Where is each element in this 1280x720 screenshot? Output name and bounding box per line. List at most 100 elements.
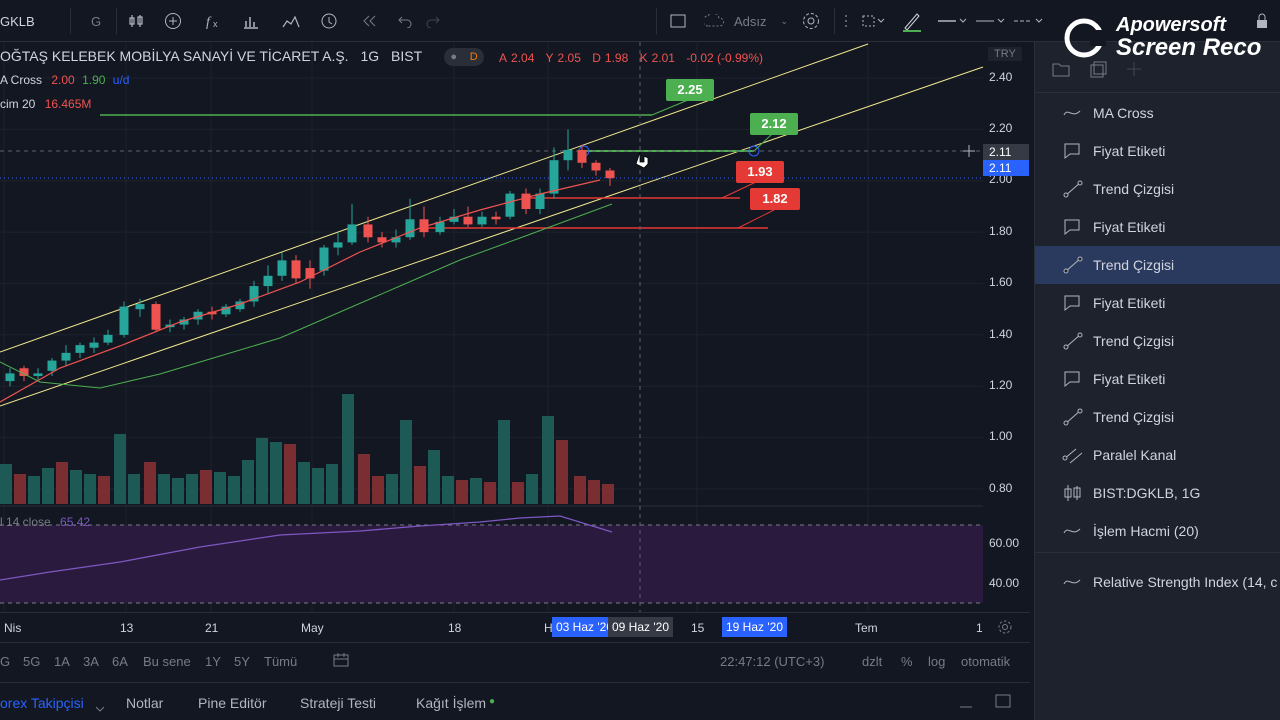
layout-name-button[interactable]: Adsız ⌄ <box>704 8 790 34</box>
symbol-search[interactable]: GKLB <box>0 13 35 29</box>
price-label-callout[interactable]: 2.25 <box>666 79 714 101</box>
brush-tool-icon[interactable] <box>898 8 926 34</box>
alert-icon[interactable] <box>318 8 340 34</box>
line-width-icon[interactable] <box>974 8 1006 34</box>
range-button[interactable]: Bu sene <box>143 654 191 669</box>
range-button[interactable]: 3A <box>83 654 99 669</box>
price-label-callout[interactable]: 1.93 <box>736 161 784 183</box>
maximize-icon[interactable] <box>994 693 1012 712</box>
candle-body <box>61 352 71 361</box>
line-style-icon[interactable] <box>936 8 968 34</box>
price-tick: 2.20 <box>989 121 1013 135</box>
volume-bar <box>342 394 354 504</box>
tab-pine-editor[interactable]: Pine Editör <box>198 695 267 711</box>
adjust-toggle[interactable]: dzlt <box>862 654 883 669</box>
date-range-bar: G 5G 1A 3A 6A Bu sene 1Y 5Y Tümü 22:47:1… <box>0 642 1030 678</box>
volume-bar <box>270 442 282 504</box>
rsi-name: l 14 close <box>0 515 51 529</box>
compare-icon[interactable] <box>162 8 184 34</box>
channel-lower-line <box>0 66 984 407</box>
price-axis[interactable]: 2.40 2.20 2.00 1.80 1.60 1.40 1.20 1.00 … <box>983 42 1030 612</box>
object-tree-item[interactable]: Fiyat Etiketi <box>1035 360 1280 398</box>
log-toggle[interactable]: log <box>928 654 946 669</box>
lock-icon[interactable] <box>1252 8 1272 34</box>
templates-icon[interactable] <box>280 8 302 34</box>
object-tree-item[interactable]: İşlem Hacmi (20) <box>1035 512 1280 550</box>
volume-bar <box>400 420 412 504</box>
percent-toggle[interactable]: % <box>901 654 913 669</box>
open-value: 2.04 <box>511 51 535 65</box>
tab-strategy-tester[interactable]: Strateji Testi <box>300 695 376 711</box>
clock-time[interactable]: 22:47:12 (UTC+3) <box>720 654 825 669</box>
range-button[interactable]: 5Y <box>234 654 250 669</box>
legend-exchange: BIST <box>391 48 423 64</box>
volume-name: cim 20 <box>0 97 36 111</box>
candle-body <box>19 368 29 376</box>
range-button[interactable]: 6A <box>112 654 128 669</box>
drawing-time-marker: 19 Haz '20 <box>722 617 787 637</box>
object-tree-item[interactable]: Fiyat Etiketi <box>1035 208 1280 246</box>
line-dash-icon[interactable] <box>1012 8 1044 34</box>
undo-icon[interactable] <box>396 8 414 34</box>
auto-toggle[interactable]: otomatik <box>961 654 1011 669</box>
tab-paper-trading[interactable]: Kağıt İşlem <box>416 695 487 711</box>
price-tick: 1.40 <box>989 327 1013 341</box>
minimize-icon[interactable] <box>958 693 974 712</box>
settings-gear-icon[interactable] <box>800 8 822 34</box>
range-button[interactable]: Tümü <box>264 654 298 669</box>
range-button[interactable]: 5G <box>23 654 41 669</box>
bar-style-icon[interactable] <box>126 8 146 34</box>
tab-notes[interactable]: Notlar <box>126 695 164 711</box>
fullscreen-icon[interactable] <box>668 8 688 34</box>
object-tree-item-label: BIST:DGKLB, 1G <box>1093 485 1201 501</box>
cursor-select-icon[interactable] <box>860 8 888 34</box>
market-status-badge[interactable]: ● D <box>444 48 484 66</box>
candle-body <box>333 242 343 248</box>
replay-icon[interactable] <box>360 8 378 34</box>
object-tree-item[interactable]: Trend Çizgisi <box>1035 170 1280 208</box>
time-axis[interactable]: Nis 13 21 May 18 H 15 Tem 1 03 Haz '20 0… <box>0 612 1030 642</box>
object-tree-item[interactable]: Relative Strength Index (14, c <box>1035 563 1280 601</box>
candle-body <box>521 193 531 210</box>
object-tree-item[interactable]: BIST:DGKLB, 1G <box>1035 474 1280 512</box>
hand-cursor-icon <box>635 151 649 169</box>
interval-button[interactable]: G <box>90 13 102 29</box>
range-button[interactable]: 1Y <box>205 654 221 669</box>
object-tree-item[interactable]: Trend Çizgisi <box>1035 398 1280 436</box>
object-tree-item-label: Fiyat Etiketi <box>1093 143 1166 159</box>
ma-cross-legend[interactable]: A Cross 2.00 1.90 u/d <box>0 73 129 87</box>
object-tree-item[interactable]: Fiyat Etiketi <box>1035 284 1280 322</box>
tab-forex-tracker[interactable]: orex Takipçisi <box>0 695 84 711</box>
drag-handle-icon[interactable] <box>840 8 852 34</box>
redo-icon[interactable] <box>424 8 442 34</box>
object-tree-item[interactable]: Paralel Kanal <box>1035 436 1280 474</box>
axis-settings-icon[interactable] <box>997 619 1013 638</box>
chevron-down-icon[interactable] <box>95 699 105 715</box>
new-folder-icon[interactable] <box>1051 60 1071 83</box>
volume-bar <box>484 482 496 504</box>
volume-legend[interactable]: cim 20 16.465M <box>0 97 91 111</box>
financials-icon[interactable] <box>240 8 262 34</box>
object-tree-item[interactable]: MA Cross <box>1035 94 1280 132</box>
goto-date-icon[interactable] <box>332 652 350 671</box>
volume-bar <box>386 474 398 504</box>
range-button[interactable]: 1A <box>54 654 70 669</box>
divider <box>834 8 835 34</box>
rsi-legend[interactable]: l 14 close 65.42 <box>0 515 90 529</box>
object-tree-item[interactable]: Fiyat Etiketi <box>1035 132 1280 170</box>
candle-body <box>435 221 445 233</box>
move-icon[interactable] <box>1125 60 1143 83</box>
chart-pane[interactable] <box>0 42 1030 612</box>
price-label-icon <box>1061 217 1085 237</box>
price-chart-canvas[interactable] <box>0 42 1030 612</box>
candle-body <box>5 373 15 382</box>
range-button[interactable]: G <box>0 654 11 669</box>
clone-icon[interactable] <box>1089 60 1109 83</box>
object-tree-item[interactable]: Trend Çizgisi <box>1035 246 1280 284</box>
price-label-callout[interactable]: 1.82 <box>750 188 800 210</box>
time-tick: H <box>544 621 553 635</box>
object-tree-item[interactable]: Trend Çizgisi <box>1035 322 1280 360</box>
price-label-callout[interactable]: 2.12 <box>750 113 798 135</box>
object-tree-item-label: İşlem Hacmi (20) <box>1093 523 1199 539</box>
